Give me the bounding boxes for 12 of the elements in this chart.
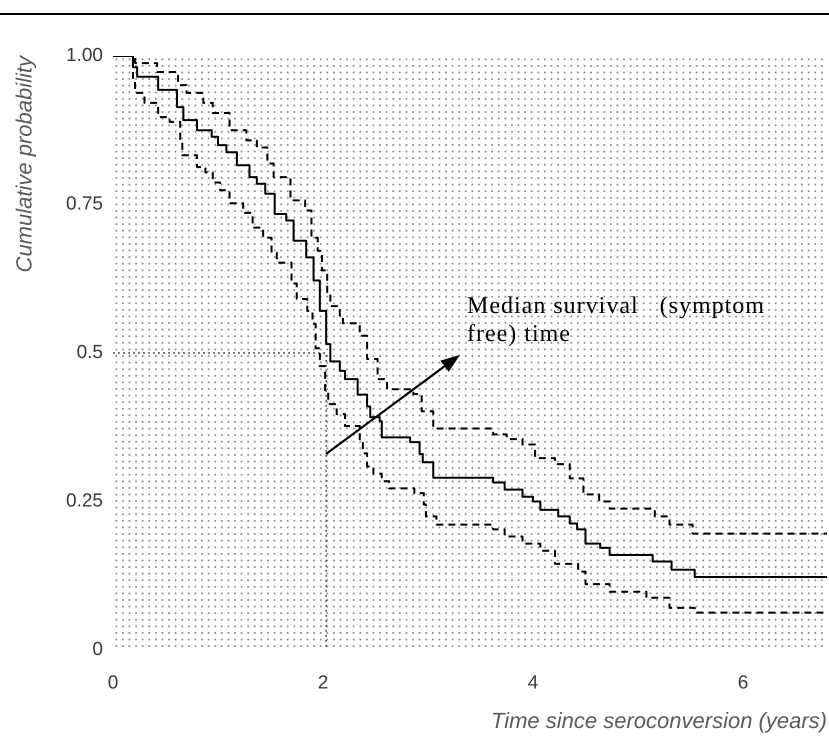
y-tick-label: 0.5: [76, 342, 103, 364]
annotation: Median survival (symptom free) time: [467, 292, 766, 348]
y-tick-label: 0.75: [66, 194, 103, 215]
y-tick-label: 1.00: [66, 45, 103, 66]
x-axis-title: Time since seroconversion (years): [490, 708, 827, 733]
x-tick-label: 2: [318, 672, 328, 694]
x-tick-label: 6: [738, 672, 748, 694]
y-tick-label: 0: [92, 639, 103, 660]
x-tick-label: 0: [108, 672, 118, 694]
x-tick-label: 4: [528, 672, 539, 694]
y-tick-label: 0.25: [66, 490, 103, 512]
y-axis-title: Cumulative probability: [11, 54, 36, 272]
